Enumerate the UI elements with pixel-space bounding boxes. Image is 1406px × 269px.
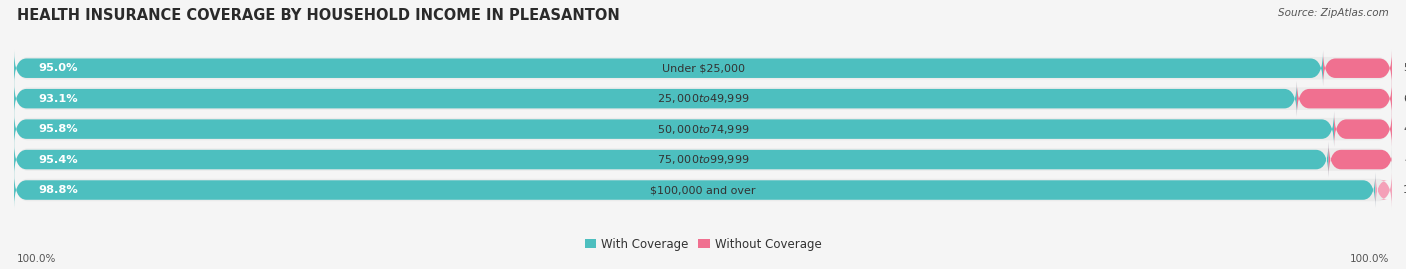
Text: 4.7%: 4.7%: [1405, 155, 1406, 165]
FancyBboxPatch shape: [14, 111, 1334, 147]
Text: 95.8%: 95.8%: [39, 124, 79, 134]
Text: 4.2%: 4.2%: [1403, 124, 1406, 134]
FancyBboxPatch shape: [1323, 51, 1392, 86]
Text: 95.0%: 95.0%: [39, 63, 79, 73]
FancyBboxPatch shape: [1296, 81, 1392, 116]
Text: 1.2%: 1.2%: [1403, 185, 1406, 195]
Text: $75,000 to $99,999: $75,000 to $99,999: [657, 153, 749, 166]
FancyBboxPatch shape: [14, 171, 1392, 209]
Text: Under $25,000: Under $25,000: [661, 63, 745, 73]
FancyBboxPatch shape: [1334, 111, 1392, 147]
FancyBboxPatch shape: [14, 79, 1392, 118]
FancyBboxPatch shape: [14, 110, 1392, 148]
Text: 98.8%: 98.8%: [39, 185, 79, 195]
Text: Source: ZipAtlas.com: Source: ZipAtlas.com: [1278, 8, 1389, 18]
Text: 100.0%: 100.0%: [17, 254, 56, 264]
Text: 95.4%: 95.4%: [39, 155, 79, 165]
FancyBboxPatch shape: [14, 81, 1296, 116]
Legend: With Coverage, Without Coverage: With Coverage, Without Coverage: [579, 233, 827, 256]
FancyBboxPatch shape: [14, 49, 1392, 87]
FancyBboxPatch shape: [14, 172, 1375, 208]
Text: $25,000 to $49,999: $25,000 to $49,999: [657, 92, 749, 105]
Text: HEALTH INSURANCE COVERAGE BY HOUSEHOLD INCOME IN PLEASANTON: HEALTH INSURANCE COVERAGE BY HOUSEHOLD I…: [17, 8, 620, 23]
Text: 6.9%: 6.9%: [1403, 94, 1406, 104]
FancyBboxPatch shape: [1375, 172, 1392, 208]
FancyBboxPatch shape: [14, 140, 1392, 179]
Text: $50,000 to $74,999: $50,000 to $74,999: [657, 123, 749, 136]
FancyBboxPatch shape: [14, 142, 1329, 177]
Text: $100,000 and over: $100,000 and over: [650, 185, 756, 195]
Text: 93.1%: 93.1%: [39, 94, 79, 104]
Text: 100.0%: 100.0%: [1350, 254, 1389, 264]
FancyBboxPatch shape: [14, 51, 1323, 86]
FancyBboxPatch shape: [1329, 142, 1393, 177]
Text: 5.0%: 5.0%: [1403, 63, 1406, 73]
